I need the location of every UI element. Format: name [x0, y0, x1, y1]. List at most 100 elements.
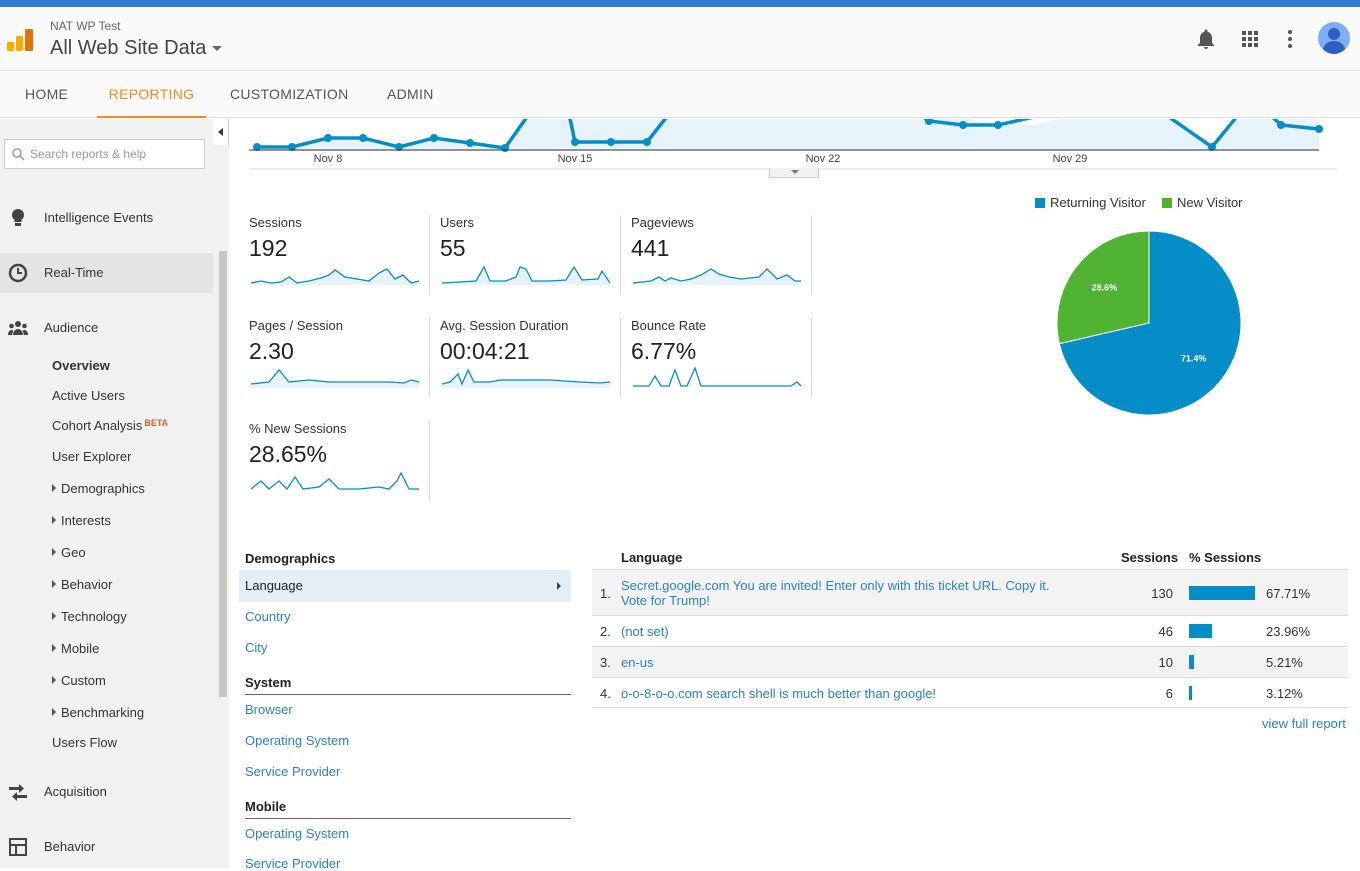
top-accent-strip [0, 0, 1360, 7]
metric-pageviews[interactable]: Pageviews 441 [631, 215, 812, 297]
sidebar-item-intelligence[interactable]: Intelligence Events [0, 198, 213, 238]
demo-language[interactable]: Language [239, 570, 571, 602]
top-nav: HOME REPORTING CUSTOMIZATION ADMIN [0, 72, 1360, 118]
users-sparkline [441, 265, 611, 285]
metric-new-sessions[interactable]: % New Sessions 28.65% [249, 421, 430, 503]
view-full-report-link[interactable]: view full report [1262, 716, 1346, 731]
row-sessions: 46 [1158, 624, 1173, 639]
people-icon [8, 321, 28, 335]
row-index: 3. [600, 655, 611, 670]
sidebar-item-technology[interactable]: Technology [52, 609, 127, 624]
tab-home[interactable]: HOME [25, 86, 69, 102]
expand-arrow-icon [52, 676, 56, 684]
sidebar-item-mobile[interactable]: Mobile [52, 641, 99, 656]
tab-customization[interactable]: CUSTOMIZATION [230, 86, 349, 102]
sidebar-label: Cohort Analysis [52, 418, 143, 433]
system-heading: System [245, 675, 571, 695]
row-language-link[interactable]: en-us [621, 655, 654, 670]
avatar[interactable] [1318, 22, 1350, 54]
search-input[interactable]: Search reports & help [4, 139, 205, 169]
account-name: NAT WP Test [50, 19, 121, 33]
row-sessions: 6 [1165, 686, 1173, 701]
bell-icon[interactable] [1194, 27, 1218, 51]
expand-arrow-icon [52, 484, 56, 492]
metric-bounce-rate[interactable]: Bounce Rate 6.77% [631, 318, 812, 400]
legend-returning[interactable]: Returning Visitor [1035, 195, 1146, 210]
mobile-service-provider[interactable]: Service Provider [245, 856, 341, 871]
sidebar-item-behavior-sub[interactable]: Behavior [52, 577, 112, 592]
metric-pages-session[interactable]: Pages / Session 2.30 [249, 318, 430, 400]
col-sessions[interactable]: Sessions [1121, 550, 1179, 565]
metric-avg-duration[interactable]: Avg. Session Duration 00:04:21 [440, 318, 621, 400]
sidebar-label: Mobile [61, 641, 100, 656]
sidebar-label: Acquisition [44, 784, 107, 799]
sidebar-label: Interests [61, 513, 111, 528]
row-language-link[interactable]: (not set) [621, 624, 669, 639]
sidebar-item-active-users[interactable]: Active Users [52, 388, 125, 403]
sidebar-item-interests[interactable]: Interests [52, 513, 111, 528]
row-language-link[interactable]: Secret.google.com You are invited! Enter… [621, 578, 1050, 608]
sidebar-label: Geo [61, 545, 86, 560]
system-service-provider[interactable]: Service Provider [245, 764, 341, 779]
expand-arrow-icon [52, 580, 56, 588]
property-name: All Web Site Data [50, 37, 207, 59]
pie-slice-label: 28.6% [1092, 282, 1118, 292]
tab-admin[interactable]: ADMIN [387, 86, 434, 102]
row-language-link[interactable]: o-o-8-o-o.com search shell is much bette… [621, 686, 937, 701]
row-pct: 67.71% [1266, 586, 1311, 601]
sidebar-item-behavior[interactable]: Behavior [0, 827, 213, 867]
apps-grid-icon[interactable] [1238, 27, 1262, 51]
sidebar: Search reports & help Intelligence Event… [0, 119, 229, 868]
metric-value: 55 [440, 235, 466, 261]
collapse-sidebar-button[interactable] [213, 119, 229, 145]
sidebar-item-cohort[interactable]: Cohort Analysis BETA [52, 418, 168, 433]
more-vert-icon[interactable] [1278, 27, 1302, 51]
sidebar-item-users-flow[interactable]: Users Flow [52, 735, 118, 750]
table-row: 3. en-us 10 5.21% [592, 646, 1348, 677]
sidebar-label: Behavior [61, 577, 113, 592]
x-tick-label: Nov 29 [1053, 153, 1088, 165]
pie-slice-new[interactable] [1056, 230, 1150, 345]
tab-reporting[interactable]: REPORTING [97, 72, 206, 118]
table-row: 2. (not set) 46 23.96% [592, 615, 1348, 646]
sidebar-item-custom[interactable]: Custom [52, 673, 106, 688]
sidebar-item-overview[interactable]: Overview [52, 358, 110, 373]
col-pct-sessions[interactable]: % Sessions [1189, 550, 1262, 565]
legend-new[interactable]: New Visitor [1162, 195, 1243, 210]
chart-resize-handle[interactable] [769, 168, 819, 178]
col-language: Language [621, 550, 683, 565]
metric-users[interactable]: Users 55 [440, 215, 621, 297]
sidebar-item-demographics[interactable]: Demographics [52, 481, 145, 496]
property-selector[interactable]: All Web Site Data [50, 37, 223, 60]
main-content: Nov 8 Nov 15 Nov 22 Nov 29 Sessions 192 … [229, 119, 1360, 871]
sidebar-scrollbar[interactable] [219, 251, 227, 697]
sidebar-item-geo[interactable]: Geo [52, 545, 86, 560]
sidebar-item-realtime[interactable]: Real-Time [0, 253, 213, 293]
demo-country[interactable]: Country [245, 609, 291, 624]
demo-label: Language [245, 578, 303, 593]
mobile-heading: Mobile [245, 799, 571, 819]
expand-arrow-icon [52, 644, 56, 652]
search-placeholder: Search reports & help [30, 147, 147, 161]
sidebar-item-benchmarking[interactable]: Benchmarking [52, 705, 144, 720]
sidebar-label: Real-Time [44, 265, 104, 280]
demo-city[interactable]: City [245, 640, 268, 655]
analytics-logo-icon[interactable] [7, 29, 33, 51]
metric-sessions[interactable]: Sessions 192 [249, 215, 430, 297]
behavior-layout-icon [9, 838, 27, 856]
sidebar-item-user-explorer[interactable]: User Explorer [52, 449, 132, 464]
system-browser[interactable]: Browser [245, 702, 293, 717]
divider [811, 318, 812, 398]
mobile-os[interactable]: Operating System [245, 826, 350, 841]
pie-slice-returning[interactable] [1058, 230, 1242, 416]
duration-sparkline [441, 368, 611, 388]
x-tick-label: Nov 15 [558, 153, 593, 165]
sidebar-item-audience[interactable]: Audience [0, 308, 213, 348]
sidebar-item-acquisition[interactable]: Acquisition [0, 772, 213, 812]
system-os[interactable]: Operating System [245, 733, 350, 748]
sidebar-label: Benchmarking [61, 705, 145, 720]
metric-value: 441 [631, 235, 670, 261]
acquisition-arrows-icon [9, 784, 27, 801]
table-row: 1. Secret.google.com You are invited! En… [592, 569, 1348, 615]
row-index: 2. [600, 624, 611, 639]
